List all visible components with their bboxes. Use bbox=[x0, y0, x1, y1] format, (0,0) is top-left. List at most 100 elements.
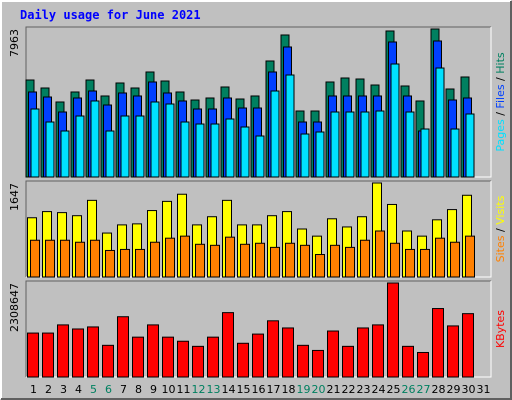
bar bbox=[462, 313, 474, 378]
bar bbox=[330, 244, 340, 278]
bar bbox=[192, 345, 204, 378]
legend: Pages / Files / Hits bbox=[494, 52, 507, 152]
bar bbox=[72, 328, 84, 378]
legend-entry: Hits bbox=[494, 52, 507, 74]
bar bbox=[162, 336, 174, 378]
bar bbox=[390, 242, 400, 278]
bar bbox=[195, 243, 205, 278]
x-tick-label: 22 bbox=[342, 383, 356, 396]
bar bbox=[117, 316, 129, 378]
bar bbox=[450, 241, 460, 278]
legend-entry: Pages bbox=[494, 119, 507, 152]
bar bbox=[75, 115, 85, 178]
bar bbox=[210, 123, 220, 178]
bar bbox=[240, 243, 250, 278]
bar bbox=[132, 336, 144, 378]
bar bbox=[282, 327, 294, 378]
bar bbox=[417, 351, 429, 378]
legend-entry: Files bbox=[494, 84, 507, 108]
bar bbox=[342, 345, 354, 378]
bar bbox=[297, 344, 309, 378]
x-tick-label: 13 bbox=[207, 383, 221, 396]
bar bbox=[180, 235, 190, 278]
legend: KBytes bbox=[494, 310, 507, 348]
bar bbox=[435, 67, 445, 178]
x-tick-label: 7 bbox=[120, 383, 127, 396]
bar bbox=[285, 242, 295, 278]
bar bbox=[207, 336, 219, 378]
x-tick-label: 25 bbox=[387, 383, 401, 396]
bar bbox=[345, 246, 355, 278]
bar bbox=[390, 63, 400, 178]
x-tick-label: 23 bbox=[357, 383, 371, 396]
bar bbox=[165, 237, 175, 278]
bar bbox=[42, 332, 54, 378]
bar bbox=[147, 324, 159, 378]
bar bbox=[45, 239, 55, 278]
bar bbox=[315, 131, 325, 178]
bar bbox=[60, 239, 70, 278]
x-tick-label: 3 bbox=[60, 383, 67, 396]
bar bbox=[210, 244, 220, 278]
bar bbox=[270, 246, 280, 278]
bar bbox=[195, 123, 205, 178]
y-tick-label: 2308647 bbox=[8, 283, 21, 332]
chart-title: Daily usage for June 2021 bbox=[20, 8, 201, 22]
x-tick-label: 21 bbox=[327, 383, 341, 396]
plot-border bbox=[25, 280, 491, 377]
bar bbox=[465, 113, 475, 178]
legend-separator: / bbox=[494, 225, 507, 236]
bar bbox=[405, 248, 415, 278]
bar bbox=[252, 333, 264, 378]
plot-border bbox=[25, 180, 491, 277]
legend-separator: / bbox=[494, 74, 507, 85]
x-tick-label: 30 bbox=[462, 383, 476, 396]
bar bbox=[267, 320, 279, 378]
bar bbox=[357, 327, 369, 378]
bar bbox=[255, 135, 265, 178]
bar bbox=[312, 349, 324, 378]
bar bbox=[30, 108, 40, 178]
bar bbox=[135, 248, 145, 278]
x-tick-label: 19 bbox=[297, 383, 311, 396]
bar bbox=[450, 128, 460, 178]
x-tick-label: 8 bbox=[135, 383, 142, 396]
y-tick-label: 7963 bbox=[8, 29, 21, 57]
bar bbox=[30, 239, 40, 278]
bar bbox=[375, 110, 385, 178]
bar bbox=[177, 340, 189, 378]
bar bbox=[237, 342, 249, 378]
x-tick-label: 5 bbox=[90, 383, 97, 396]
bar bbox=[45, 121, 55, 178]
x-tick-label: 26 bbox=[402, 383, 416, 396]
bar bbox=[180, 121, 190, 178]
bar bbox=[435, 237, 445, 278]
bar bbox=[120, 115, 130, 178]
bar bbox=[87, 326, 99, 378]
y-tick-label: 1647 bbox=[8, 183, 21, 211]
bar bbox=[405, 111, 415, 178]
bar bbox=[120, 248, 130, 278]
bar bbox=[150, 241, 160, 278]
x-tick-label: 4 bbox=[75, 383, 82, 396]
bar bbox=[447, 325, 459, 378]
x-tick-label: 6 bbox=[105, 383, 112, 396]
bar bbox=[225, 236, 235, 278]
legend-entry: KBytes bbox=[494, 310, 507, 348]
bar bbox=[60, 130, 70, 178]
bar bbox=[345, 111, 355, 178]
bar bbox=[75, 241, 85, 278]
x-tick-label: 28 bbox=[432, 383, 446, 396]
bar bbox=[285, 74, 295, 178]
legend-entry: Sites bbox=[494, 235, 507, 262]
x-tick-label: 31 bbox=[477, 383, 491, 396]
bar bbox=[432, 308, 444, 378]
bar bbox=[150, 101, 160, 178]
bar bbox=[90, 239, 100, 278]
x-tick-label: 2 bbox=[45, 383, 52, 396]
x-tick-label: 10 bbox=[162, 383, 176, 396]
x-tick-label: 12 bbox=[192, 383, 206, 396]
bar bbox=[102, 344, 114, 378]
